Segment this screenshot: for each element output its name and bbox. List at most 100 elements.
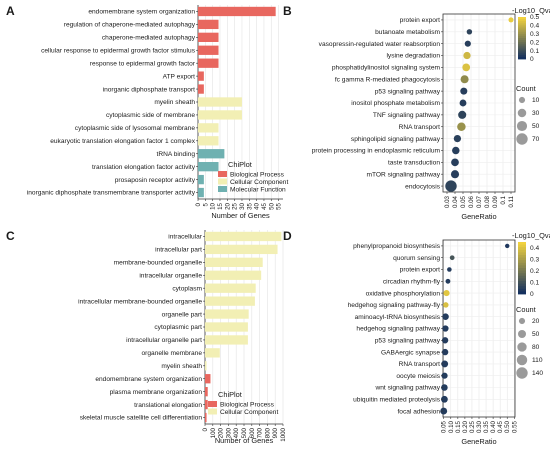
color-legend-title-d: -Log10_Qvalue xyxy=(512,231,550,240)
colorbar-tick-b: 0.2 xyxy=(530,39,539,46)
colorbar-segment-b xyxy=(518,38,526,41)
legend-swatch-a xyxy=(218,178,227,185)
bar-c xyxy=(205,309,249,319)
data-point-d xyxy=(441,337,449,344)
data-point-b xyxy=(463,51,471,60)
data-point-b xyxy=(453,134,462,143)
bar-c xyxy=(205,387,208,397)
category-label-b: endocytosis xyxy=(405,183,441,190)
colorbar-segment-d xyxy=(518,278,526,282)
bar-a xyxy=(198,19,219,30)
colorbar-segment-d xyxy=(518,291,526,295)
legend-label-a: Biological Process xyxy=(230,171,285,178)
x-axis-title-d: GeneRatio xyxy=(461,437,496,446)
x-tick-label-c: 0 xyxy=(202,427,209,431)
x-axis-title-c: Number of Genes xyxy=(215,436,274,445)
data-point-d xyxy=(440,407,448,415)
x-tick-label-b: 0.08 xyxy=(484,195,491,208)
bar-a xyxy=(198,123,219,133)
size-legend-point-d xyxy=(517,342,527,352)
bar-c xyxy=(205,296,255,306)
legend-swatch-a xyxy=(218,186,227,192)
x-tick-label-a: 50 xyxy=(268,202,275,209)
colorbar-segment-b xyxy=(518,27,526,30)
colorbar-segment-b xyxy=(518,42,526,45)
legend-swatch-c xyxy=(208,408,217,415)
colorbar-segment-b xyxy=(518,31,526,35)
category-label-d: protein export xyxy=(400,267,440,274)
bar-c xyxy=(205,270,262,280)
panel-label-a: A xyxy=(6,4,15,18)
data-point-d xyxy=(443,290,450,297)
size-legend-point-d xyxy=(518,317,526,325)
colorbar-segment-b xyxy=(518,17,526,20)
data-point-b xyxy=(458,110,467,119)
colorbar-segment-b xyxy=(518,23,526,26)
category-label-b: protein export xyxy=(400,17,440,24)
color-legend-title-b: -Log10_Qvalue xyxy=(512,6,550,15)
x-tick-label-c: 400 xyxy=(233,427,240,438)
x-tick-label-b: 0.11 xyxy=(508,195,515,207)
category-label-b: butanoate metabolism xyxy=(375,29,440,36)
data-point-b xyxy=(445,180,457,192)
data-point-d xyxy=(443,302,449,308)
size-legend-point-d xyxy=(516,367,528,379)
bar-a xyxy=(198,110,242,120)
x-tick-label-c: 500 xyxy=(241,427,248,438)
colorbar-tick-d: 0.1 xyxy=(530,280,539,287)
data-point-d xyxy=(441,360,449,368)
bar-a xyxy=(198,97,242,107)
data-point-b xyxy=(460,75,469,84)
category-label-d: RNA transport xyxy=(399,361,441,368)
category-label-c: cytoplasm xyxy=(172,285,202,292)
category-label-d: oxidative phosphorylation xyxy=(366,290,441,297)
colorbar-tick-b: 0.3 xyxy=(530,31,539,38)
category-label-c: cytoplasmic part xyxy=(154,324,202,331)
category-label-a: cellular response to epidermal growth fa… xyxy=(41,47,196,54)
x-tick-label-a: 40 xyxy=(254,202,261,209)
size-legend-point-b xyxy=(517,108,527,118)
category-label-d: wnt signaling pathway xyxy=(374,385,440,392)
colorbar-segment-b xyxy=(518,56,526,60)
colorbar-tick-b: 0.5 xyxy=(530,14,539,21)
x-tick-label-a: 15 xyxy=(217,202,224,209)
x-tick-label-d: 0.20 xyxy=(462,420,469,433)
size-legend-point-b xyxy=(516,120,528,132)
colorbar-segment-b xyxy=(518,52,526,56)
data-point-b xyxy=(460,87,468,95)
x-tick-label-a: 35 xyxy=(246,202,253,209)
size-legend-label-b: 10 xyxy=(532,97,540,104)
colorbar-segment-b xyxy=(518,54,526,58)
category-label-b: sphingolipid signaling pathway xyxy=(351,136,441,143)
data-point-d xyxy=(505,243,510,249)
x-tick-label-a: 55 xyxy=(276,202,283,209)
category-label-a: chaperone-mediated autophagy xyxy=(102,35,196,42)
x-tick-label-d: 0.15 xyxy=(455,420,462,433)
colorbar-segment-b xyxy=(518,35,526,39)
x-tick-label-d: 0.35 xyxy=(483,420,490,433)
colorbar-tick-b: 0 xyxy=(530,56,534,63)
colorbar-segment-b xyxy=(518,40,526,43)
x-tick-label-a: 30 xyxy=(239,202,246,209)
colorbar-segment-d xyxy=(518,247,526,251)
data-point-b xyxy=(452,146,460,155)
colorbar-tick-b: 0.4 xyxy=(530,23,539,30)
colorbar-segment-b xyxy=(518,50,526,54)
panel-label-b: B xyxy=(283,4,292,18)
legend-label-c: Cellular Component xyxy=(220,409,278,416)
legend-label-c: Biological Process xyxy=(220,401,275,408)
category-label-d: GABAergic synapse xyxy=(381,349,440,356)
x-tick-label-d: 0.40 xyxy=(490,420,497,433)
data-point-b xyxy=(450,170,460,179)
colorbar-segment-d xyxy=(518,242,526,245)
size-legend-label-d: 50 xyxy=(532,331,540,338)
colorbar-segment-b xyxy=(518,46,526,49)
x-tick-label-a: 45 xyxy=(261,202,268,209)
x-tick-label-c: 300 xyxy=(225,427,232,438)
category-label-a: eukaryotic translation elongation factor… xyxy=(50,138,195,145)
category-label-b: taste transduction xyxy=(388,160,440,167)
colorbar-segment-b xyxy=(518,19,526,22)
colorbar-segment-b xyxy=(518,44,526,47)
category-label-a: inorganic diphosphate transport xyxy=(103,86,196,93)
bar-a xyxy=(198,58,219,68)
